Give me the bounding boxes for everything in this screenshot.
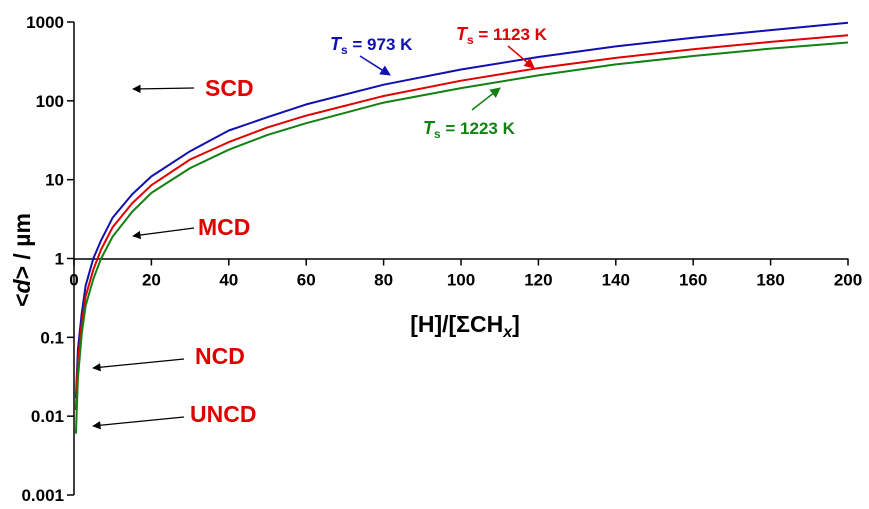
series-label-1223-sub: s bbox=[434, 127, 441, 141]
x-tick-label: 160 bbox=[679, 271, 707, 290]
x-tick-label: 80 bbox=[374, 271, 393, 290]
x-tick-label: 120 bbox=[524, 271, 552, 290]
series-label-973-t: T bbox=[330, 34, 343, 54]
y-tick-label: 1 bbox=[55, 250, 64, 269]
x-tick-label: 0 bbox=[69, 271, 78, 290]
x-tick-label: 180 bbox=[756, 271, 784, 290]
x-tick-label: 200 bbox=[834, 271, 862, 290]
y-axis-title-start: < bbox=[9, 293, 35, 306]
y-tick-label: 0.1 bbox=[40, 328, 64, 347]
y-axis-title: <d> / µm bbox=[9, 213, 35, 307]
y-tick-label: 1000 bbox=[26, 13, 64, 32]
series-arrow-1223 bbox=[471, 87, 501, 111]
series-arrow-1123 bbox=[507, 45, 535, 69]
x-tick-label: 100 bbox=[447, 271, 475, 290]
x-tick-label: 60 bbox=[297, 271, 316, 290]
annotation-mcd: MCD bbox=[198, 214, 250, 240]
x-tick-label: 20 bbox=[142, 271, 161, 290]
y-tick-label: 100 bbox=[36, 92, 64, 111]
x-tick-label: 40 bbox=[219, 271, 238, 290]
annotation-scd: SCD bbox=[205, 75, 254, 101]
y-axis-title-italic: d bbox=[9, 278, 35, 293]
annotation-arrow-ncd bbox=[92, 358, 185, 372]
annotation-arrow-mcd bbox=[132, 227, 195, 240]
series-label-1123-t: T bbox=[456, 24, 469, 44]
annotation-ncd: NCD bbox=[195, 343, 245, 369]
y-tick-label: 10 bbox=[45, 171, 64, 190]
series-line-1 bbox=[74, 21, 849, 399]
x-tick-label: 140 bbox=[602, 271, 630, 290]
annotation-arrow-uncd bbox=[92, 416, 185, 430]
series-label-1223-rest: = 1223 K bbox=[441, 119, 516, 138]
series-line-2 bbox=[74, 34, 849, 410]
series-label-973-rest: = 973 K bbox=[348, 35, 413, 54]
x-axis-title-end: ] bbox=[512, 311, 520, 337]
series-label-973: Ts = 973 K bbox=[330, 34, 413, 57]
annotation-uncd: UNCD bbox=[190, 401, 256, 427]
y-tick-label: 0.01 bbox=[31, 407, 64, 426]
x-axis-title-subscript: x bbox=[502, 324, 513, 341]
y-ticks: 1000 100 10 1 0.1 0.01 0.001 bbox=[21, 13, 74, 505]
series-label-1223: Ts = 1223 K bbox=[423, 118, 516, 141]
series-line-3 bbox=[74, 41, 849, 434]
series-label-1123-rest: = 1123 K bbox=[474, 25, 548, 44]
y-axis-title-end: > / µm bbox=[9, 213, 35, 279]
x-ticks: 0 20 40 60 80 100 120 140 160 180 200 bbox=[69, 258, 862, 290]
series-label-1123-sub: s bbox=[467, 33, 474, 47]
y-tick-label: 0.001 bbox=[21, 486, 64, 505]
x-axis-title-main: [H]/[ΣCH bbox=[410, 311, 503, 337]
series-lines bbox=[74, 21, 849, 434]
series-label-1123: Ts = 1123 K bbox=[456, 24, 548, 47]
x-axis-title: [H]/[ΣCHx] bbox=[410, 311, 520, 341]
series-label-973-sub: s bbox=[341, 43, 348, 57]
series-arrow-973 bbox=[359, 55, 391, 76]
annotation-arrow-scd bbox=[132, 84, 195, 94]
series-label-1223-t: T bbox=[423, 118, 436, 138]
